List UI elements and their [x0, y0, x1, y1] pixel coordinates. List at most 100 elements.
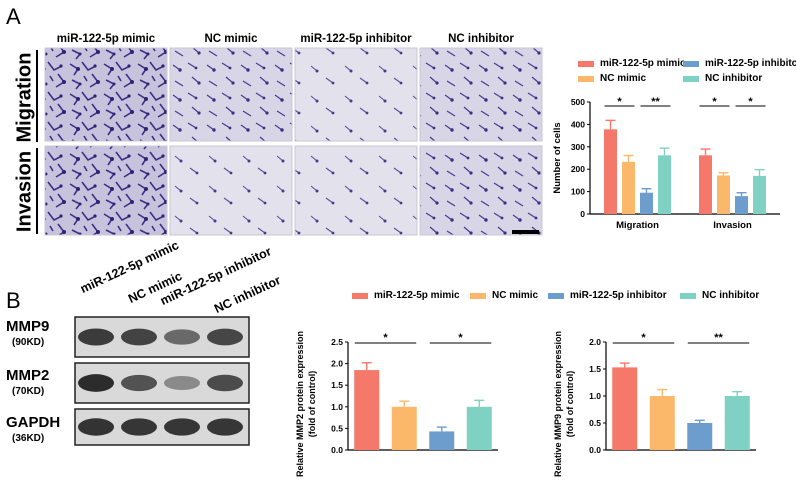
legend-swatch: [578, 60, 594, 67]
y-tick-label: 1.0: [589, 391, 601, 401]
y-tick-label: 300: [571, 142, 585, 152]
bar: [640, 192, 653, 214]
cells-legend: miR-122-5p mimic miR-122-5p inhibitor NC…: [578, 58, 796, 88]
micrograph-migration-nc-inhibitor: [419, 47, 543, 142]
significance-mark: *: [383, 332, 388, 344]
y-tick-label: 0.5: [589, 418, 601, 428]
bar: [391, 406, 417, 450]
legend-swatch: [680, 292, 696, 299]
bar: [429, 431, 455, 450]
wb-label-mmp2: MMP2: [6, 367, 50, 384]
micrograph-invasion-inhibitor: [294, 145, 418, 236]
blot-band: [78, 418, 114, 436]
y-tick-label: 100: [571, 187, 585, 197]
y-axis-label: Number of cells: [552, 122, 563, 193]
x-tick-label: Migration: [616, 220, 659, 231]
y-tick-label: 200: [571, 164, 585, 174]
bar: [612, 367, 638, 450]
blot-band: [207, 418, 243, 436]
blot-band: [207, 374, 243, 392]
significance-mark: *: [712, 96, 717, 108]
blot-band: [78, 374, 114, 392]
y-tick-label: 2.5: [331, 337, 343, 347]
y-tick-label: 1.0: [331, 402, 343, 412]
significance-mark: *: [641, 332, 646, 344]
legend-swatch: [470, 292, 486, 299]
legend-swatch: [352, 292, 368, 299]
blot-band: [207, 328, 243, 346]
micrograph-invasion-nc-inhibitor: [419, 145, 543, 236]
y-tick-label: 400: [571, 119, 585, 129]
significance-mark: *: [458, 332, 463, 344]
blot-band: [164, 418, 200, 436]
wb-kd-mmp2: (70KD): [12, 386, 45, 397]
x-tick-label: Invasion: [713, 220, 752, 231]
micro-col-label-inhibitor: miR-122-5p inhibitor: [300, 33, 412, 45]
wb-kd-mmp9: (90KD): [12, 337, 45, 348]
significance-mark: **: [651, 96, 660, 108]
micro-col-label-nc-mimic: NC mimic: [204, 33, 258, 45]
micro-col-label-nc-inhibitor: NC inhibitor: [448, 33, 514, 45]
panel-a-letter: A: [6, 4, 21, 29]
panel-b-letter: B: [6, 288, 21, 313]
bar: [717, 175, 730, 214]
bar: [735, 196, 748, 214]
y-tick-label: 0: [580, 209, 585, 219]
western-blot: [74, 316, 250, 446]
y-axis-label-2: (fold of control): [565, 371, 575, 437]
migration-bracket: [36, 50, 38, 142]
wb-kd-gapdh: (36KD): [12, 433, 45, 444]
y-tick-label: 0.5: [331, 423, 343, 433]
legend-swatch: [683, 60, 699, 67]
y-tick-label: 2.0: [589, 337, 601, 347]
y-tick-label: 2.0: [331, 359, 343, 369]
y-tick-label: 0.0: [589, 445, 601, 455]
y-tick-label: 500: [571, 97, 585, 107]
blot-band: [121, 374, 157, 392]
micrograph-migration-mimic: [44, 47, 168, 142]
legend-item-nc-mimic: NC mimic: [578, 73, 646, 84]
bar: [699, 155, 712, 214]
legend-swatch: [578, 75, 594, 82]
bar: [354, 370, 380, 450]
bar: [604, 129, 617, 214]
significance-mark: **: [714, 332, 723, 344]
micrograph-invasion-nc-mimic: [169, 145, 293, 236]
legend-b-item-nc-mimic: NC mimic: [470, 290, 538, 301]
micrograph-invasion-mimic: [44, 145, 168, 236]
cells-bar-chart: 0 100 200 300 400 500 Number of cells Migration…: [552, 96, 780, 231]
y-tick-label: 0.0: [331, 445, 343, 455]
blot-band: [164, 375, 200, 391]
wb-label-gapdh: GAPDH: [6, 414, 61, 431]
bar: [622, 161, 635, 214]
blot-band: [121, 328, 157, 346]
legend-b-item-mimic: miR-122-5p mimic: [352, 290, 460, 301]
y-axis-label: Relative MMP9 protein expression: [553, 331, 563, 477]
mmp9-bar-chart: 0.0 0.5 1.0 1.5 2.0 Relative MMP9 protein exp…: [553, 331, 756, 477]
bar: [658, 155, 671, 214]
micrograph-migration-nc-mimic: [169, 47, 293, 142]
y-tick-label: 1.5: [331, 380, 343, 390]
bar: [724, 396, 750, 450]
bar: [466, 406, 492, 450]
y-tick-label: 1.5: [589, 364, 601, 374]
legend-item-inhibitor: miR-122-5p inhibitor: [683, 58, 796, 69]
legend-swatch: [683, 75, 699, 82]
wb-label-mmp9: MMP9: [6, 318, 50, 335]
significance-mark: *: [617, 96, 622, 108]
invasion-bracket: [36, 148, 38, 234]
legend-swatch: [548, 292, 564, 299]
micrograph-migration-inhibitor: [294, 47, 418, 142]
legend-b-item-nc-inhibitor: NC inhibitor: [680, 290, 759, 301]
blot-band: [78, 328, 114, 346]
y-axis-label-2: (fold of control): [307, 371, 317, 437]
significance-mark: *: [748, 96, 753, 108]
mmp2-bar-chart: 0.0 0.5 1.0 1.5 2.0 2.5 Relative MMP2 protein …: [295, 331, 498, 477]
legend-item-mimic: miR-122-5p mimic: [578, 58, 686, 69]
blot-band: [121, 418, 157, 436]
bar: [649, 396, 675, 450]
bar: [687, 423, 713, 450]
blot-band: [164, 329, 200, 345]
micro-col-label-mimic: miR-122-5p mimic: [56, 33, 156, 45]
